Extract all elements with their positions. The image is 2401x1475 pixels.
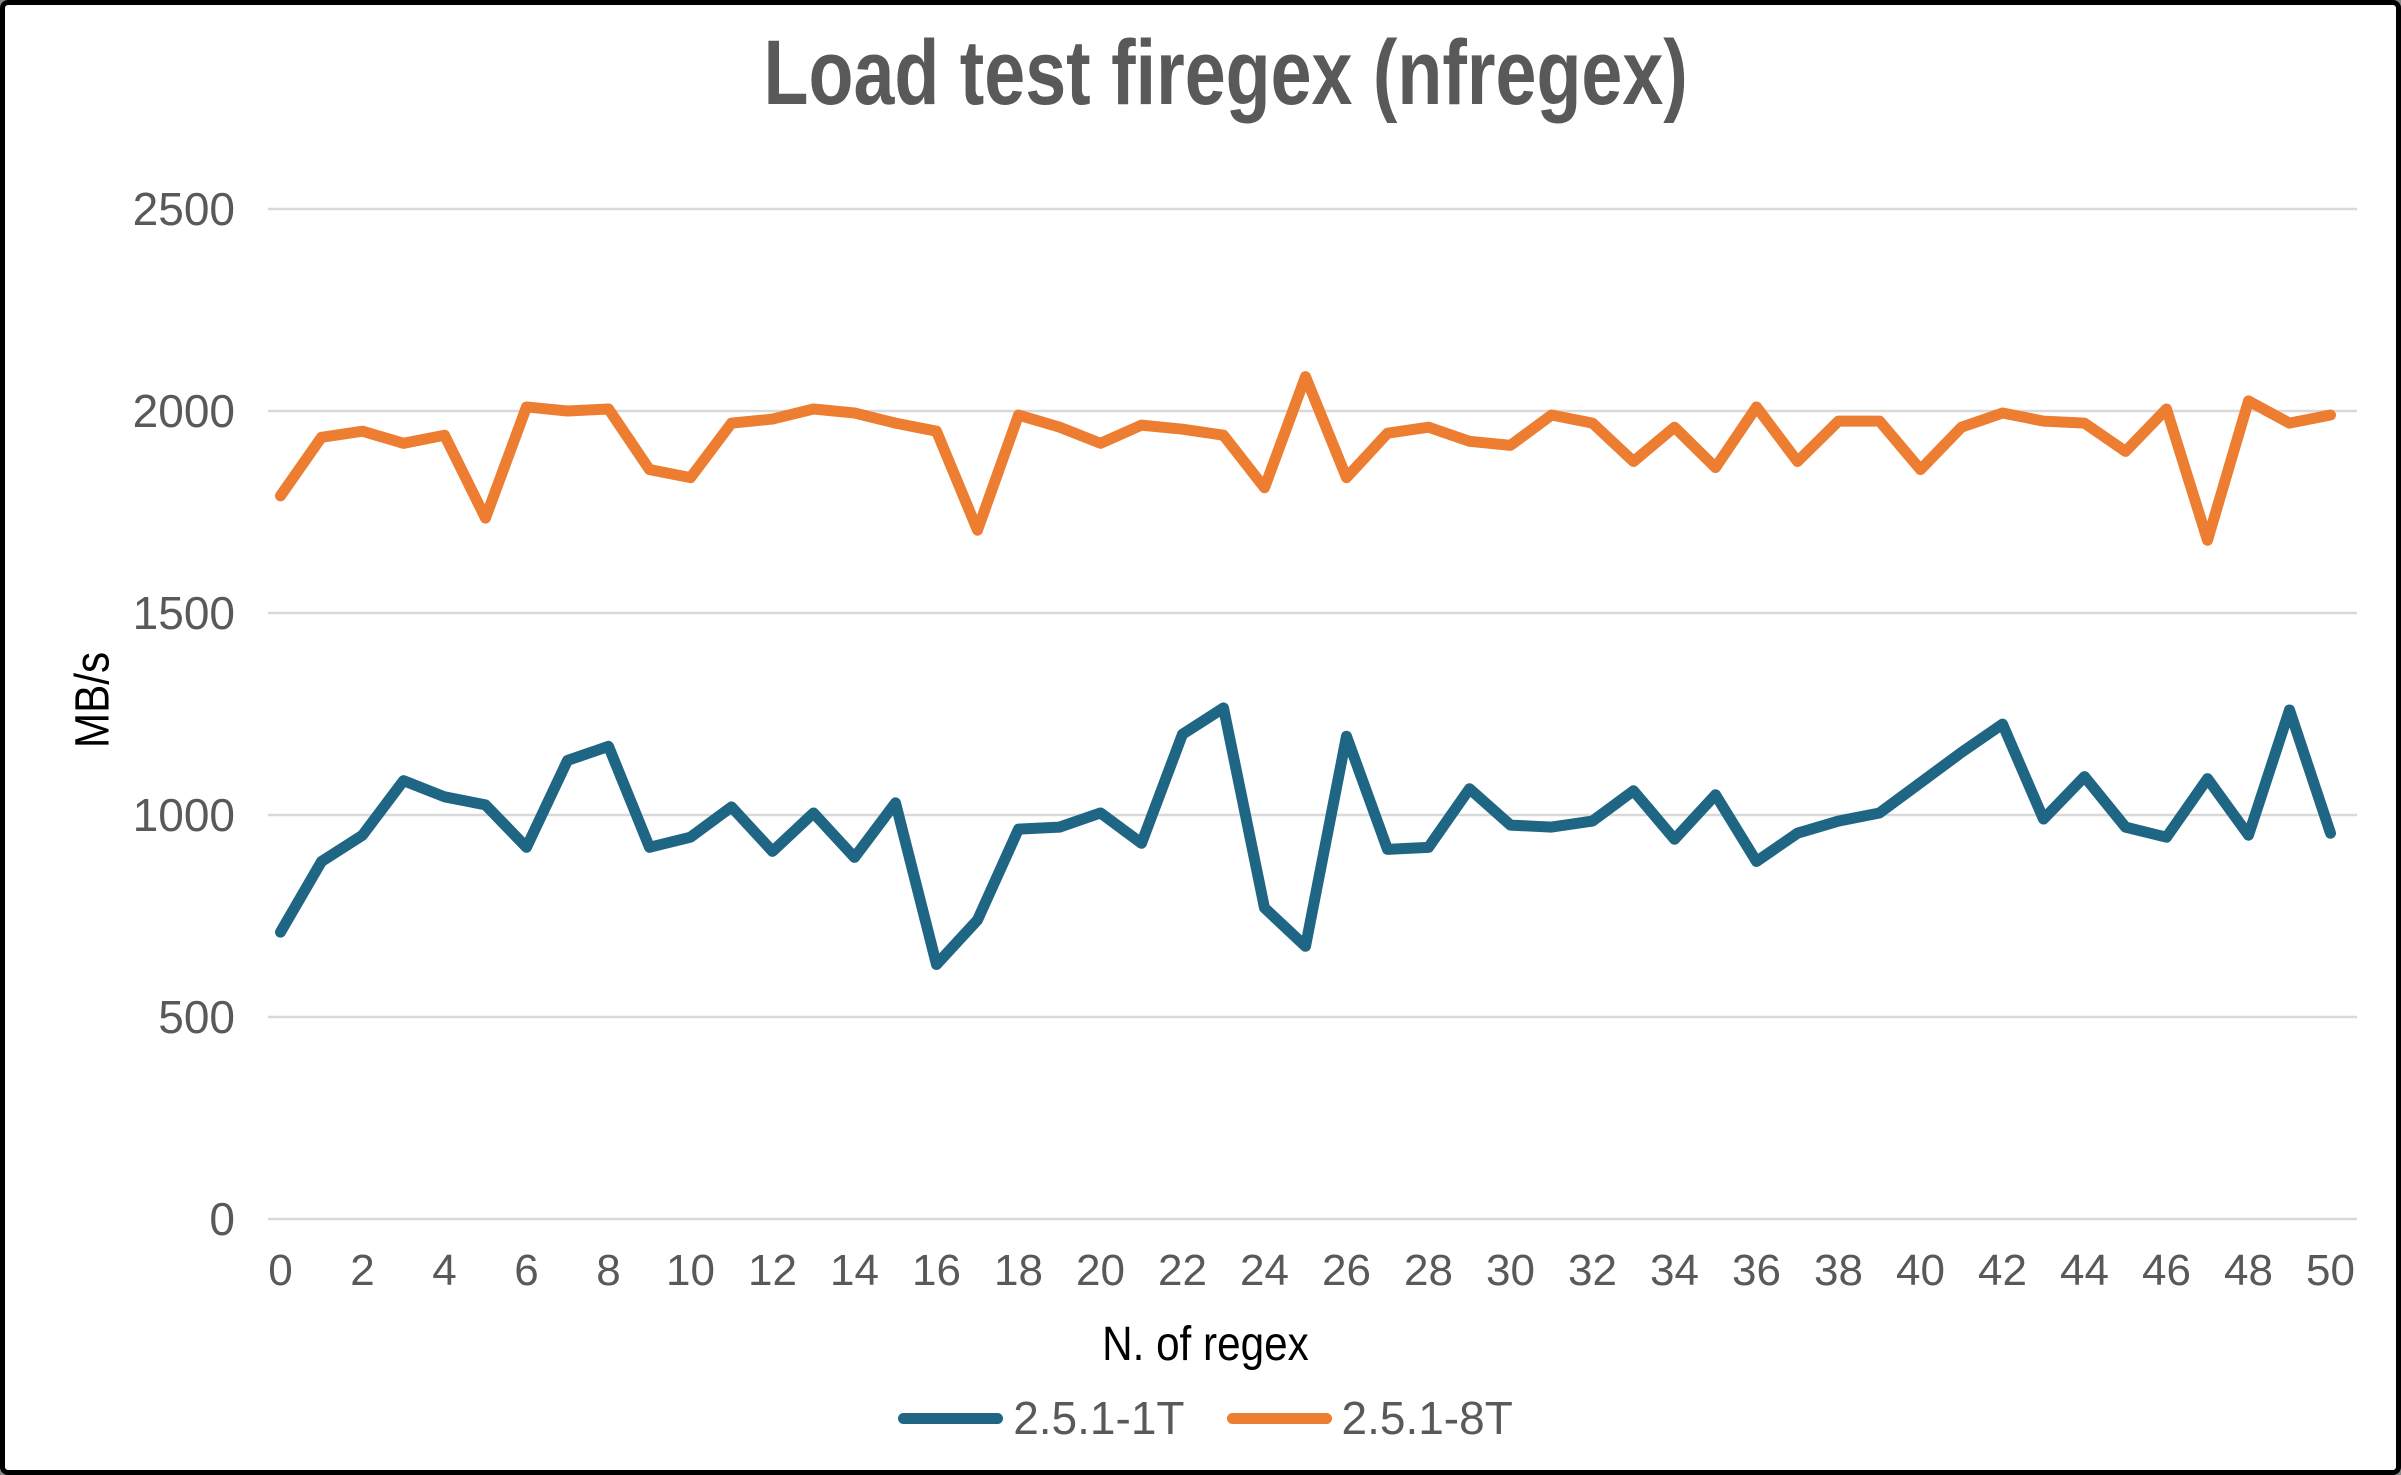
x-tick-label: 10 (666, 1246, 715, 1295)
x-tick-label: 14 (830, 1246, 879, 1295)
legend-swatch-icon (1226, 1412, 1332, 1424)
x-tick-label: 24 (1240, 1246, 1289, 1295)
y-axis-title: MB/s (66, 645, 121, 754)
y-tick-label: 2000 (133, 385, 235, 437)
x-tick-label: 30 (1486, 1246, 1535, 1295)
x-axis-title-text: N. of regex (1102, 1318, 1309, 1371)
x-tick-label: 42 (1978, 1246, 2027, 1295)
x-tick-label: 20 (1076, 1246, 1125, 1295)
x-tick-labels: 0 2 4 6 8 10 12 14 16 18 20 22 24 26 28 30 32 34 36 38 40 42 4… (268, 1246, 2355, 1295)
x-tick-label: 40 (1896, 1246, 1945, 1295)
x-tick-label: 44 (2060, 1246, 2109, 1295)
x-tick-label: 38 (1814, 1246, 1863, 1295)
x-tick-label: 2 (350, 1246, 374, 1295)
legend-swatch-icon (898, 1412, 1004, 1424)
x-tick-label: 4 (432, 1246, 456, 1295)
x-axis-title: N. of regex (15, 1317, 2396, 1372)
y-tick-label: 500 (158, 991, 235, 1043)
y-tick-label: 1500 (133, 587, 235, 639)
x-tick-label: 34 (1650, 1246, 1699, 1295)
x-tick-label: 50 (2306, 1246, 2355, 1295)
chart-title-text: Load test firegex (nfregex) (763, 22, 1688, 124)
legend: 2.5.1-1T 2.5.1-8T (15, 1391, 2396, 1445)
x-tick-label: 6 (514, 1246, 538, 1295)
gridlines (268, 207, 2357, 1221)
x-tick-label: 22 (1158, 1246, 1207, 1295)
series-line-2.5.1-8T (275, 371, 2336, 546)
x-tick-label: 48 (2224, 1246, 2273, 1295)
x-tick-label: 28 (1404, 1246, 1453, 1295)
x-tick-label: 26 (1322, 1246, 1371, 1295)
x-tick-label: 16 (912, 1246, 961, 1295)
legend-item-2.5.1-1T: 2.5.1-1T (898, 1391, 1185, 1445)
y-axis-title-text: MB/s (66, 651, 120, 749)
y-tick-label: 0 (209, 1193, 235, 1245)
x-tick-label: 12 (748, 1246, 797, 1295)
series-line-2.5.1-1T (275, 702, 2336, 970)
y-tick-label: 1000 (133, 789, 235, 841)
x-tick-label: 36 (1732, 1246, 1781, 1295)
legend-label: 2.5.1-8T (1341, 1392, 1513, 1444)
x-tick-label: 8 (596, 1246, 620, 1295)
x-tick-label: 18 (994, 1246, 1043, 1295)
series-lines (275, 371, 2336, 970)
chart-title: Load test firegex (nfregex) (55, 21, 2396, 126)
y-tick-label: 2500 (133, 183, 235, 235)
y-tick-labels: 0 500 1000 1500 2000 2500 (133, 183, 235, 1245)
x-tick-label: 32 (1568, 1246, 1617, 1295)
legend-item-2.5.1-8T: 2.5.1-8T (1226, 1391, 1513, 1445)
x-tick-label: 46 (2142, 1246, 2191, 1295)
x-tick-label: 0 (268, 1246, 292, 1295)
legend-label: 2.5.1-1T (1013, 1392, 1185, 1444)
